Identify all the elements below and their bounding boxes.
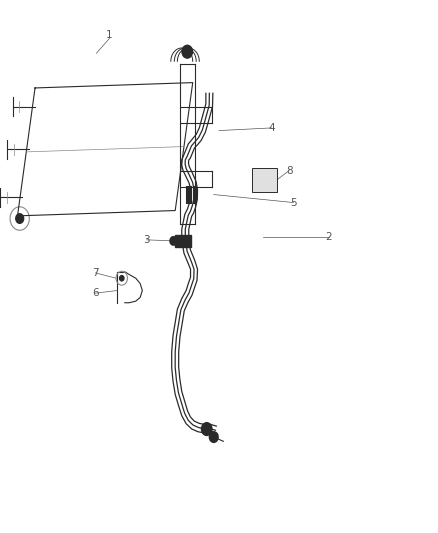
Circle shape <box>209 432 218 442</box>
Text: 5: 5 <box>290 198 297 207</box>
Circle shape <box>16 214 24 223</box>
Bar <box>175 235 191 247</box>
Circle shape <box>120 276 124 281</box>
Circle shape <box>201 423 212 435</box>
Text: 6: 6 <box>92 288 99 298</box>
Circle shape <box>182 45 193 58</box>
Text: 7: 7 <box>92 268 99 278</box>
Text: 8: 8 <box>286 166 293 175</box>
Text: 2: 2 <box>325 232 332 242</box>
Text: 4: 4 <box>268 123 275 133</box>
Bar <box>252 168 277 192</box>
Text: 3: 3 <box>143 235 150 245</box>
Text: 1: 1 <box>106 30 113 39</box>
Circle shape <box>170 237 177 245</box>
